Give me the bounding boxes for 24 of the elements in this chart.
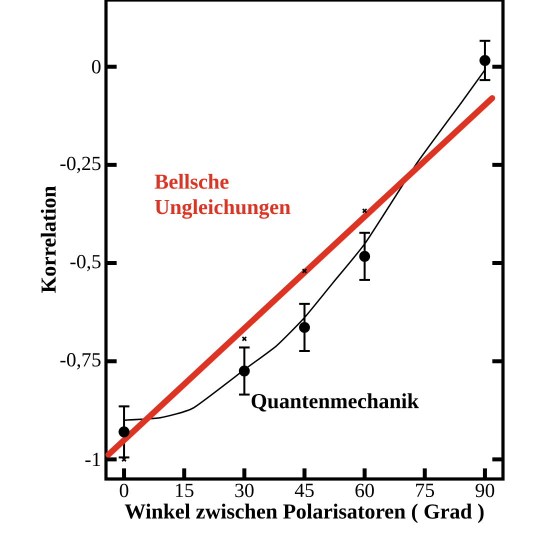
point	[359, 250, 370, 262]
y-tick-label: -0,25	[60, 156, 101, 174]
point	[479, 54, 490, 66]
x-tick-label: 0	[120, 484, 128, 498]
y-tick-label: 0	[92, 60, 101, 74]
point	[118, 426, 130, 438]
y-tick-label: -0,5	[70, 254, 101, 272]
x-axis-title: Winkel zwischen Polarisatoren ( Grad )	[124, 504, 484, 524]
y-axis-title: Korrelation	[40, 186, 56, 293]
x-tick-label: 90	[476, 484, 494, 498]
text: Bellsche Ungleichungen	[154, 174, 290, 219]
point	[299, 322, 310, 333]
y-tick-label: -1	[85, 452, 100, 466]
x-tick-label: 75	[416, 484, 434, 497]
y-tick-label: -0,75	[60, 353, 101, 370]
point	[302, 268, 308, 274]
x-tick-label: 30	[235, 484, 254, 498]
x-tick-label: 45	[294, 484, 314, 498]
point	[242, 336, 248, 342]
point	[362, 208, 368, 214]
x-tick-label: 15	[176, 484, 194, 498]
point	[238, 366, 250, 376]
series-label: Quantenmechanik	[252, 393, 419, 412]
x-tick-label: 60	[356, 484, 374, 498]
